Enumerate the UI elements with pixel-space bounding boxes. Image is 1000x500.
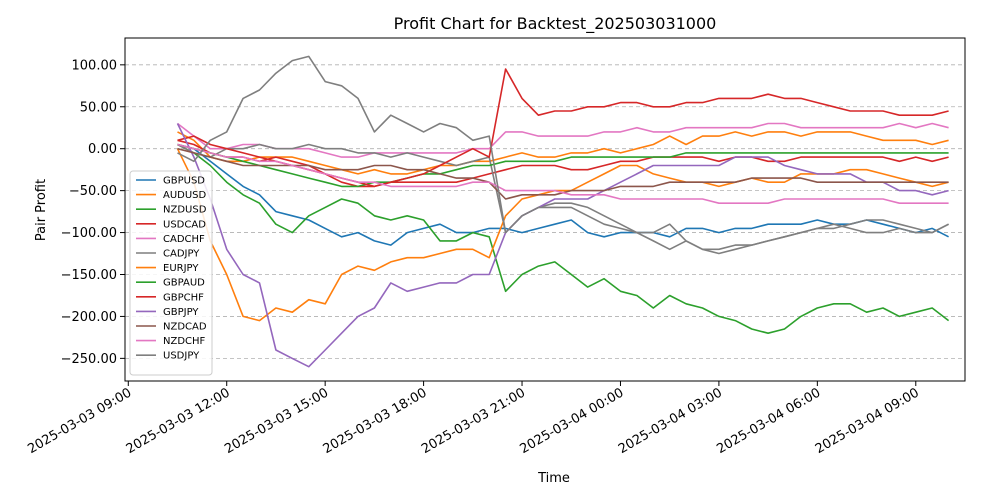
legend-entry: CADJPY bbox=[163, 249, 200, 260]
legend-entry: GBPCHF bbox=[163, 292, 204, 303]
legend-entry: GBPAUD bbox=[163, 278, 205, 289]
legend-entry: GBPUSD bbox=[163, 176, 205, 187]
legend-entry: USDJPY bbox=[163, 351, 200, 362]
y-tick-label: 100.00 bbox=[72, 58, 118, 73]
series-line-usdjpy bbox=[177, 55, 949, 255]
y-axis: −250.00 −200.00 −150.00 −100.00 −50.00 0.00 50… bbox=[61, 58, 125, 367]
y-axis-title: Pair Profit bbox=[34, 179, 49, 241]
legend: GBPUSD AUDUSD NZDUSD USDCAD CADCHF CADJPY EURJ… bbox=[129, 170, 213, 376]
legend-entry: NZDCAD bbox=[163, 322, 207, 333]
legend-entry: AUDUSD bbox=[163, 190, 207, 201]
plot-frame bbox=[124, 37, 966, 382]
legend-entry: GBPJPY bbox=[163, 307, 199, 318]
y-tick-label: −250.00 bbox=[61, 352, 117, 367]
y-tick-label: −150.00 bbox=[61, 268, 117, 283]
chart-title: Profit Chart for Backtest_202503031000 bbox=[394, 14, 717, 34]
y-tick-label: 50.00 bbox=[80, 100, 117, 115]
series-line-gbpjpy bbox=[176, 123, 949, 368]
legend-entry: EURJPY bbox=[163, 263, 199, 274]
series-line-cadchf bbox=[177, 122, 949, 158]
y-tick-label: −50.00 bbox=[69, 184, 117, 199]
legend-box bbox=[129, 170, 213, 376]
series-lines bbox=[176, 55, 950, 368]
y-tick-label: 0.00 bbox=[88, 142, 117, 157]
series-line-nzdchf bbox=[177, 143, 949, 204]
legend-entry: CADCHF bbox=[163, 234, 205, 245]
y-tick-label: −200.00 bbox=[61, 310, 117, 325]
series-line-audusd bbox=[177, 131, 949, 175]
legend-entry: NZDUSD bbox=[163, 205, 207, 216]
y-tick-label: −100.00 bbox=[61, 226, 117, 241]
legend-entry: NZDCHF bbox=[163, 336, 206, 347]
legend-entry: USDCAD bbox=[163, 219, 206, 230]
x-axis-title: Time bbox=[537, 471, 570, 486]
series-line-gbpaud bbox=[177, 143, 949, 188]
series-line-nzdusd bbox=[177, 143, 950, 335]
